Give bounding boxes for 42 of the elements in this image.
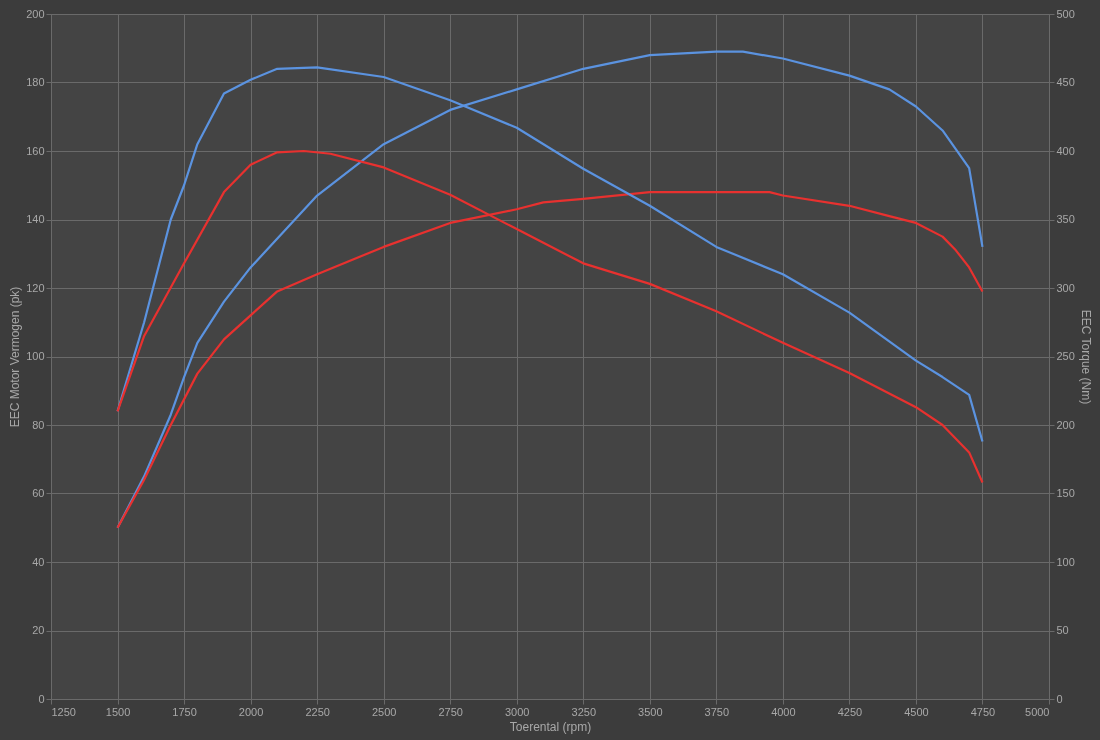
y2-tick-label: 400: [1056, 144, 1075, 157]
line-series: [116, 50, 984, 529]
y2-tick-label: 450: [1056, 76, 1075, 88]
x-tick-label: 1500: [105, 705, 131, 718]
x-tick-label: 4500: [904, 705, 929, 718]
x-axis-title: Toerental (rpm): [509, 719, 592, 734]
y-tick-label: 60: [32, 487, 45, 499]
x-tick-label: 4000: [771, 705, 796, 718]
y2-tick-label: 100: [1056, 555, 1075, 568]
y-tick-label: 120: [26, 281, 45, 294]
x-tick-label: 3000: [504, 705, 530, 718]
x-tick-label: 3250: [571, 705, 597, 718]
y2-tick-label: 250: [1056, 350, 1075, 362]
y-tick-label: 160: [26, 144, 45, 157]
y-tick-label: 80: [32, 418, 45, 431]
x-tick-label: 2000: [238, 705, 264, 718]
y-tick-label: 20: [32, 624, 45, 636]
x-tick-label: 3750: [704, 705, 730, 718]
x-tick-label: 1750: [172, 705, 197, 718]
x-tick-label: 4250: [837, 705, 863, 718]
y-tick-label: 100: [26, 350, 45, 362]
x-tick-label: 2750: [438, 705, 463, 718]
y2-tick-label: 50: [1056, 624, 1069, 636]
y-tick-label: 40: [32, 555, 45, 568]
y2-tick-label: 350: [1056, 213, 1075, 225]
y-tick-label: 0: [38, 692, 45, 705]
x-tick-label: 3500: [638, 705, 663, 718]
y2-tick-label: 300: [1056, 281, 1075, 294]
x-tick-label: 2500: [371, 705, 397, 718]
y2-tick-label: 500: [1056, 7, 1075, 20]
x-tick-label: 2250: [305, 705, 330, 718]
y2-tick-label: 200: [1056, 418, 1075, 431]
y2-tick-label: 0: [1056, 692, 1063, 705]
x-tick-label: 1250: [51, 705, 76, 718]
y-tick-label: 200: [26, 7, 45, 20]
x-tick-label: 4750: [970, 705, 996, 718]
y-tick-label: 180: [26, 76, 45, 88]
y-axis-title: EEC Motor Vermogen (pk): [8, 286, 23, 428]
y2-axis-title: EEC Torque (Nm): [1078, 309, 1093, 405]
x-tick-label: 5000: [1025, 705, 1050, 718]
y-tick-label: 140: [26, 213, 45, 225]
y2-tick-label: 150: [1056, 487, 1075, 499]
